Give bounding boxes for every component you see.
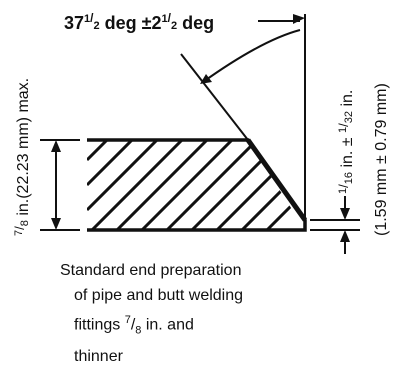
- caption-line-2: of pipe and butt welding: [74, 287, 244, 304]
- thickness-dimension: [40, 139, 80, 231]
- caption-line-4: thinner: [74, 347, 123, 365]
- figure-caption: Standard end preparation of pipe and but…: [60, 258, 360, 369]
- pipe-wall-section: [87, 138, 308, 232]
- caption-line-3-pre: fittings: [74, 316, 125, 334]
- caption-fraction-num: 7: [124, 314, 131, 326]
- bevel-edge: [245, 138, 308, 222]
- caption-line-3: fittings 7/8 in. and: [74, 314, 194, 337]
- land-dimension: [310, 196, 360, 254]
- land-metric-label: (1.59 mm ± 0.79 mm): [373, 83, 390, 236]
- caption-line-1: Standard end preparation: [60, 262, 242, 279]
- caption-line-3-post: in. and: [141, 316, 194, 334]
- land-tolerance-label: 1/16 in. ± 1/32 in.: [336, 90, 356, 194]
- angle-label: 371/2 deg ±21/2 deg: [64, 11, 214, 33]
- caption-fraction-den: 8: [135, 324, 142, 337]
- bevel-angle-dimension: [180, 14, 306, 220]
- thickness-label: 7/8 in.(22.23 mm) max.: [12, 78, 32, 236]
